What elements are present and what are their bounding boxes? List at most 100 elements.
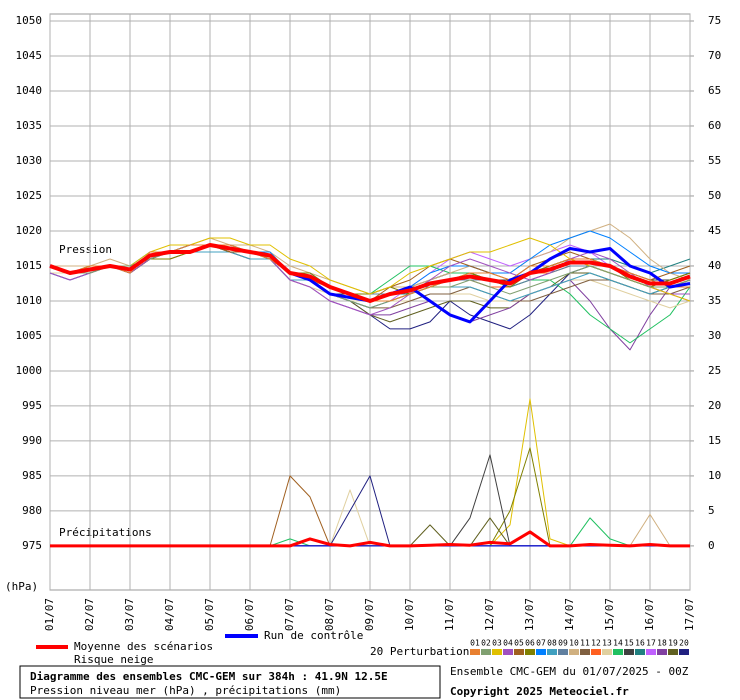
y-tick-label: 1000 [16, 364, 43, 377]
legend-swatch [668, 649, 678, 655]
series-line [49, 243, 691, 303]
y-tick-label: 975 [22, 539, 42, 552]
legend-swatch [635, 649, 645, 655]
legend-label: 05 [514, 639, 524, 648]
pressure-annotation: Pression [59, 243, 112, 256]
legend-label: Moyenne des scénarios [74, 640, 213, 653]
legend-label: 11 [580, 639, 590, 648]
x-tick-label: 04/07 [163, 598, 176, 631]
legend-swatch [492, 649, 502, 655]
legend-swatch [591, 649, 601, 655]
y-tick-label: 1015 [16, 259, 43, 272]
y2-tick-label: 40 [708, 259, 721, 272]
precip-annotation: Précipitations [59, 526, 152, 539]
chart-title: Diagramme des ensembles CMC-GEM sur 384h… [30, 670, 388, 683]
perturbations-label: 20 Perturbations [370, 645, 476, 658]
y2-tick-label: 25 [708, 364, 721, 377]
y2-tick-label: 75 [708, 14, 721, 27]
x-tick-label: 12/07 [483, 598, 496, 631]
y2-tick-label: 65 [708, 84, 721, 97]
y2-tick-label: 50 [708, 189, 721, 202]
legend-swatch [624, 649, 634, 655]
y2-tick-label: 5 [708, 504, 715, 517]
legend-label: 02 [481, 639, 491, 648]
x-tick-label: 09/07 [363, 598, 376, 631]
legend-label: 17 [646, 639, 656, 648]
x-tick-label: 05/07 [203, 598, 216, 631]
x-tick-label: 07/07 [283, 598, 296, 631]
y-tick-label: 1005 [16, 329, 43, 342]
y-tick-label: 990 [22, 434, 42, 447]
lines [49, 223, 691, 548]
legend-swatch [470, 649, 480, 655]
legend-swatch [525, 649, 535, 655]
x-tick-label: 13/07 [523, 598, 536, 631]
series-line [50, 530, 690, 548]
legend-label: 03 [492, 639, 502, 648]
legend-label: 15 [624, 639, 634, 648]
x-tick-label: 11/07 [443, 598, 456, 631]
y-tick-label: 1040 [16, 84, 43, 97]
y-tick-label: 1045 [16, 49, 43, 62]
x-tick-label: 02/07 [83, 598, 96, 631]
legend-label: 18 [657, 639, 667, 648]
legend-label: 06 [525, 639, 535, 648]
y2-tick-label: 15 [708, 434, 721, 447]
title-box [19, 665, 441, 699]
y-tick-label: 1030 [16, 154, 43, 167]
legend-swatch [602, 649, 612, 655]
legend-swatch [481, 649, 491, 655]
y-tick-label: 1025 [16, 189, 43, 202]
legend-label: 09 [558, 639, 568, 648]
legend-label: 19 [668, 639, 678, 648]
legend-swatch [514, 649, 524, 655]
legend-swatch [613, 649, 623, 655]
copyright: Copyright 2025 Meteociel.fr [450, 685, 629, 698]
legend-swatch [569, 649, 579, 655]
legend-label: 04 [503, 639, 513, 648]
legend-label: 10 [569, 639, 579, 648]
y2-tick-label: 10 [708, 469, 721, 482]
y-axis-label: (hPa) [5, 580, 38, 593]
legend-swatch [558, 649, 568, 655]
legend: Moyenne des scénarios Run de contrôle 01 02… [36, 629, 689, 655]
legend-label: 08 [547, 639, 557, 648]
y-tick-label: 995 [22, 399, 42, 412]
legend-swatch [657, 649, 667, 655]
y-tick-label: 980 [22, 504, 42, 517]
legend-label: Run de contrôle [264, 629, 363, 642]
legend-label: 14 [613, 639, 623, 648]
x-tick-label: 15/07 [603, 598, 616, 631]
y-tick-label: 1050 [16, 14, 43, 27]
y2-tick-label: 0 [708, 539, 715, 552]
legend-label: 01 [470, 639, 480, 648]
y2-tick-label: 70 [708, 49, 721, 62]
legend-swatch [503, 649, 513, 655]
y2-tick-label: 60 [708, 119, 721, 132]
legend-swatch [679, 649, 689, 655]
legend-label: 07 [536, 639, 546, 648]
x-tick-label: 06/07 [243, 598, 256, 631]
x-tick-label: 08/07 [323, 598, 336, 631]
y2-tick-label: 45 [708, 224, 721, 237]
x-tick-label: 01/07 [43, 598, 56, 631]
x-tick-label: 16/07 [643, 598, 656, 631]
x-tick-label: 17/07 [683, 598, 696, 631]
y-tick-label: 1010 [16, 294, 43, 307]
legend-swatch [547, 649, 557, 655]
y-tick-label: 1020 [16, 224, 43, 237]
legend-swatch [580, 649, 590, 655]
y2-tick-label: 20 [708, 399, 721, 412]
x-tick-label: 10/07 [403, 598, 416, 631]
y-tick-label: 985 [22, 469, 42, 482]
series-line [49, 244, 691, 309]
legend-label: 20 [679, 639, 689, 648]
legend-swatch [646, 649, 656, 655]
y2-tick-label: 35 [708, 294, 721, 307]
x-tick-label: 14/07 [563, 598, 576, 631]
source: Ensemble CMC-GEM du 01/07/2025 - 00Z [450, 665, 689, 678]
legend-label: 12 [591, 639, 601, 648]
legend-label: 13 [602, 639, 612, 648]
x-tick-label: 03/07 [123, 598, 136, 631]
